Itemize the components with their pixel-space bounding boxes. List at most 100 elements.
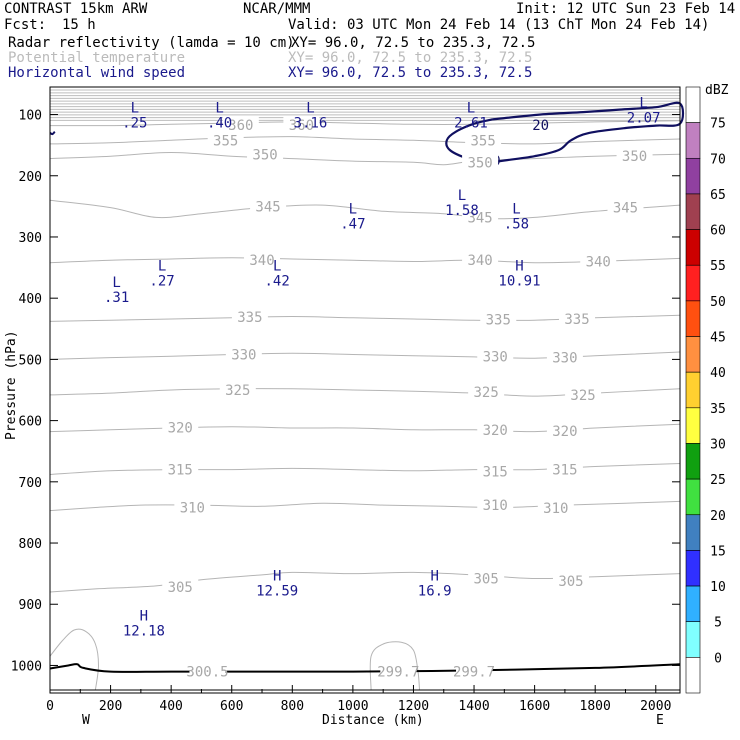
theta-label-bg: [552, 572, 589, 588]
x-tick-label: 0: [46, 699, 54, 714]
field-reflectivity-name: Radar reflectivity (lamda = 10 cm): [8, 35, 295, 51]
theta-label: 315: [168, 463, 193, 479]
theta-label: 355: [213, 133, 238, 149]
theta-label: 330: [483, 349, 508, 365]
extremum-value: .31: [104, 290, 129, 306]
colorbar-level: 75: [710, 117, 726, 132]
colorbar-swatch: [685, 550, 701, 587]
theta-label: 340: [586, 254, 611, 270]
field-wind-xy: XY= 96.0, 72.5 to 235.3, 72.5: [288, 65, 532, 81]
extremum-kind: L: [639, 96, 647, 112]
theta-bump-0: [49, 628, 100, 690]
y-tick-label: 300: [19, 231, 42, 246]
theta-label-bg: [247, 146, 284, 162]
theta-label: 360: [228, 118, 253, 134]
theta-label-bg: [222, 116, 259, 132]
colorbar-swatch: [685, 514, 701, 551]
theta-label-bg: [537, 500, 574, 516]
theta-contour-350: [49, 151, 681, 166]
theta-label: 350: [622, 149, 647, 165]
extremum-value: .25: [122, 115, 147, 131]
theta-label: 320: [168, 420, 193, 436]
theta-label: 335: [237, 310, 262, 326]
colorbar-level: 15: [710, 544, 726, 559]
y-tick-label: 800: [19, 537, 42, 552]
org-label: NCAR/MMM: [243, 1, 310, 17]
colorbar-swatch: [685, 657, 701, 694]
colorbar-swatch: [685, 336, 701, 373]
colorbar-swatch: [685, 585, 701, 623]
theta-label-bg: [174, 499, 211, 515]
colorbar-level: 30: [710, 437, 726, 452]
theta-label-bg: [189, 663, 226, 679]
x-tick-label: 800: [281, 699, 304, 714]
theta-contour-360: [49, 120, 681, 127]
theta-label-bg: [456, 663, 493, 679]
theta-label-bg: [546, 423, 583, 439]
theta-label: 310: [543, 501, 568, 517]
theta-label: 330: [231, 347, 256, 363]
extremum-value: .40: [207, 115, 232, 131]
theta-label: 305: [558, 574, 583, 590]
theta-label-bg: [565, 386, 602, 402]
y-tick-label: 1000: [11, 659, 42, 674]
y-tick-label: 600: [19, 415, 42, 430]
colorbar-level: 25: [710, 473, 726, 488]
colorbar-swatch: [685, 371, 701, 409]
theta-label: 300.5: [186, 665, 228, 681]
colorbar-level: 5: [714, 616, 722, 631]
y-tick-label: 400: [19, 292, 42, 307]
extremum-kind: L: [215, 100, 223, 116]
plot-frame: [49, 86, 681, 694]
theta-label: 320: [483, 423, 508, 439]
theta-label: 350: [467, 155, 492, 171]
extremum-value: 16.9: [418, 584, 452, 600]
theta-label-bg: [283, 116, 320, 132]
theta-labels: 299.7 300.5 299.7 305 305 305 310 310 310 315 315 3…: [162, 116, 653, 681]
extremum-kind: H: [140, 608, 148, 624]
colorbar-swatch: [685, 229, 701, 266]
x-tick-label: 1800: [580, 699, 611, 714]
theta-label-bg: [468, 383, 505, 399]
y-tick-label: 100: [19, 109, 42, 124]
colorbar-level: 40: [710, 366, 726, 381]
wind-contour-edge: [49, 130, 56, 136]
theta-label-bg: [477, 421, 514, 437]
theta-contour-355: [49, 136, 681, 145]
extremum-value: 2.07: [627, 111, 661, 127]
theta-label-bg: [225, 346, 262, 362]
theta-label: 320: [552, 424, 577, 440]
theta-label-bg: [616, 148, 653, 164]
theta-label-bg: [162, 419, 199, 435]
colorbar-swatch: [685, 300, 701, 337]
extremum-kind: L: [306, 100, 314, 116]
theta-label: 325: [225, 383, 250, 399]
theta-label: 299.7: [453, 665, 495, 681]
forecast-hour: 15 h: [62, 17, 96, 33]
theta-label-bg: [231, 309, 268, 325]
extremum-kind: L: [467, 100, 475, 116]
x-axis: 0 200 400 600 800 1000 1200 1400 1600 1800 2000: [46, 685, 671, 714]
valid-time: Valid: 03 UTC Mon 24 Feb 14 (13 ChT Mon …: [288, 17, 709, 33]
theta-label-bg: [462, 209, 499, 225]
extremum-value: 2.61: [454, 115, 488, 131]
colorbar-swatch: [685, 122, 701, 159]
theta-label: 325: [474, 385, 499, 401]
extremum-kind: L: [349, 201, 357, 217]
theta-contour-305: [49, 571, 681, 593]
theta-label: 330: [552, 351, 577, 367]
theta-label-bg: [607, 199, 644, 215]
y-tick-label: 700: [19, 476, 42, 491]
theta-label: 355: [470, 133, 495, 149]
extremum-value: 1.58: [445, 203, 479, 219]
theta-label: 299.7: [377, 665, 419, 681]
extremum-value: .47: [340, 216, 365, 232]
theta-label: 315: [483, 464, 508, 480]
theta-label: 335: [564, 312, 589, 328]
extremum-kind: L: [158, 258, 166, 274]
theta-label-bg: [546, 349, 583, 365]
extremum-value: 3.16: [294, 115, 328, 131]
theta-label: 340: [249, 253, 274, 269]
extremum-value: .27: [149, 273, 174, 289]
